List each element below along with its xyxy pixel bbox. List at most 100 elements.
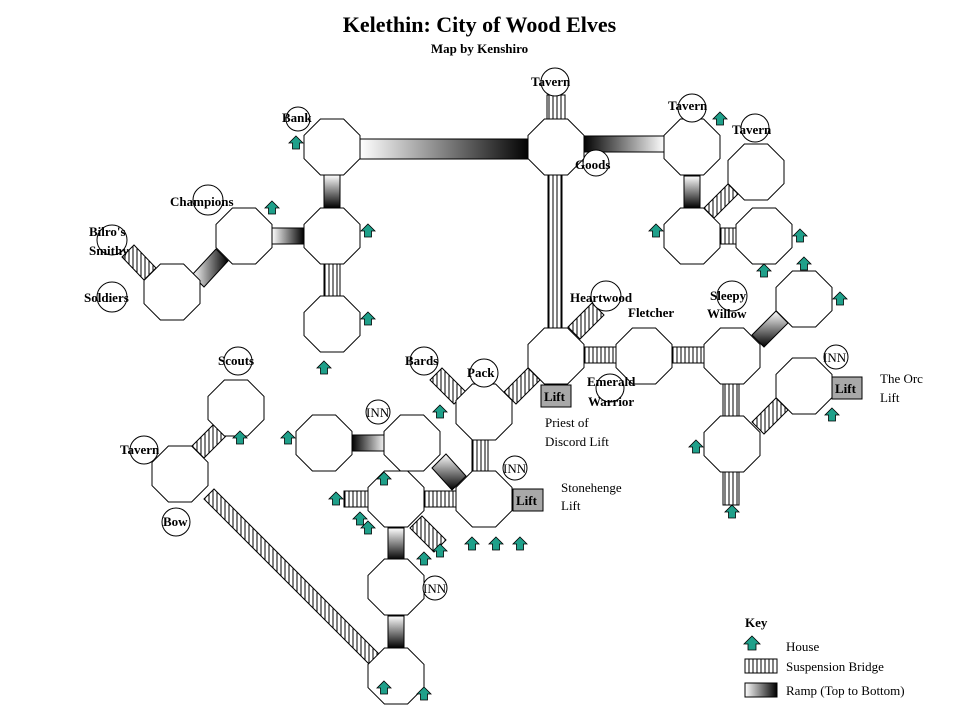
- house-icon: [360, 311, 376, 326]
- label-inn-low: INN: [423, 581, 447, 596]
- house-icon: [512, 536, 528, 551]
- house-icon: [352, 511, 368, 526]
- ramp-bank-down: [323, 174, 341, 209]
- platform: [775, 270, 833, 328]
- house-icon: [280, 430, 296, 445]
- houses: [232, 111, 848, 701]
- label-bards: Bards: [405, 353, 438, 368]
- labels: Tavern Bank Tavern Tavern Goods Champion…: [84, 74, 923, 596]
- house-icon: [688, 439, 704, 454]
- shop-circles: [96, 67, 849, 601]
- platform: [663, 207, 721, 265]
- house-icon: [796, 256, 812, 271]
- house-icon: [360, 223, 376, 238]
- house-icon: [756, 263, 772, 278]
- label-sleepy-1: Sleepy: [710, 288, 747, 303]
- legend-house-label: House: [786, 639, 819, 654]
- platform: [303, 207, 361, 265]
- platform: [151, 445, 209, 503]
- bridge-heartwood: [567, 302, 605, 340]
- label-fletcher: Fletcher: [628, 305, 674, 320]
- legend-bridge-icon: [744, 658, 778, 674]
- platform: [735, 207, 793, 265]
- ramp-inn-west: [351, 434, 387, 452]
- platform: [455, 470, 513, 528]
- house-icon: [724, 504, 740, 519]
- circle-champions: [192, 184, 224, 216]
- house-icon: [832, 291, 848, 306]
- circle-tavern-ne: [677, 93, 707, 123]
- circle-pack: [469, 358, 499, 388]
- house-icon: [712, 111, 728, 126]
- circle-bilros: [96, 224, 128, 256]
- label-scouts: Scouts: [218, 353, 254, 368]
- circle-scouts: [223, 346, 253, 376]
- legend-heading: Key: [745, 615, 768, 630]
- label-emerald-2: Warrior: [588, 394, 634, 409]
- platform: [367, 647, 425, 705]
- label-priest-1: Priest of: [545, 415, 589, 430]
- label-soldiers: Soldiers: [84, 290, 129, 305]
- platform: [295, 414, 353, 472]
- platform: [143, 263, 201, 321]
- platform: [615, 327, 673, 385]
- platform: [207, 379, 265, 437]
- circle-goods: [582, 149, 610, 177]
- house-icon: [824, 407, 840, 422]
- circle-inn-low: [422, 575, 448, 601]
- bridge-ne-short: [719, 227, 737, 245]
- platform: [663, 118, 721, 176]
- map-title: Kelethin: City of Wood Elves: [342, 12, 617, 37]
- circle-inn-mid: [502, 455, 528, 481]
- platform: [455, 383, 513, 441]
- label-tavern-w: Tavern: [120, 442, 160, 457]
- ramp-inn-diag: [431, 453, 467, 491]
- house-icon: [376, 680, 392, 695]
- platform: [215, 207, 273, 265]
- label-sleepy-2: Willow: [707, 306, 747, 321]
- label-stone-2: Lift: [561, 498, 581, 513]
- map-subtitle: Map by Kenshiro: [430, 41, 529, 56]
- legend-ramp-icon: [744, 682, 778, 698]
- house-icon: [432, 404, 448, 419]
- house-icon: [288, 135, 304, 150]
- ramp-champions: [271, 227, 305, 245]
- platform: [527, 327, 585, 385]
- label-lift-orc: Lift: [835, 381, 857, 396]
- platform: [303, 118, 361, 176]
- ramp-lower-down: [387, 527, 405, 561]
- platform: [727, 143, 785, 201]
- label-bow: Bow: [163, 514, 188, 529]
- label-bilros-1: Bilro's: [89, 224, 126, 239]
- label-pack: Pack: [467, 365, 495, 380]
- house-icon: [792, 228, 808, 243]
- bridge-left-column: [323, 262, 341, 298]
- legend-ramp-label: Ramp (Top to Bottom): [786, 683, 905, 698]
- lift-orc: [831, 376, 863, 400]
- circle-inn-right: [823, 344, 849, 370]
- circle-bow: [161, 507, 191, 537]
- bridge-center-fletcher: [583, 346, 619, 364]
- platform: [303, 295, 361, 353]
- bridge-center-long: [547, 174, 563, 331]
- bridge-tavern-top: [546, 94, 566, 123]
- platform: [703, 415, 761, 473]
- bridge-lower-diag: [409, 515, 447, 553]
- label-goods: Goods: [575, 157, 610, 172]
- label-tavern-ne: Tavern: [668, 98, 708, 113]
- platform: [367, 558, 425, 616]
- bridge-east-bottom: [722, 470, 740, 506]
- circle-soldiers: [96, 281, 128, 313]
- label-tavern-top: Tavern: [531, 74, 571, 89]
- house-icon: [488, 536, 504, 551]
- house-icon: [416, 551, 432, 566]
- label-lift-priest: Lift: [544, 389, 566, 404]
- label-priest-2: Discord Lift: [545, 434, 609, 449]
- platform: [383, 414, 441, 472]
- label-orc-1: The Orc: [880, 371, 923, 386]
- circle-emerald: [595, 373, 625, 403]
- label-emerald-1: Emerald: [587, 374, 636, 389]
- house-icon: [264, 200, 280, 215]
- ramp-tavern-ne-down: [683, 175, 701, 209]
